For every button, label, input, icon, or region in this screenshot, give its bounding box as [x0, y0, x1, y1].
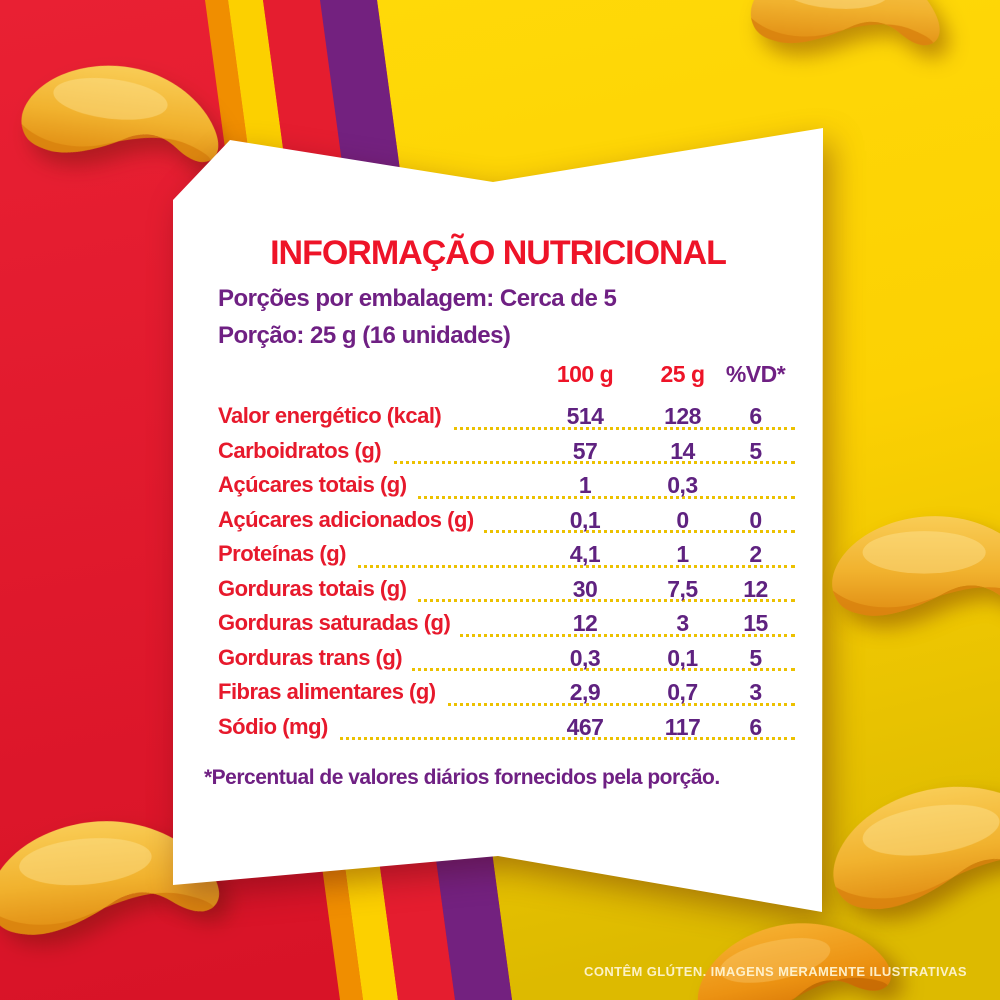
- row-label: Açúcares adicionados (g): [205, 502, 484, 537]
- value-25g: 0,7: [667, 679, 698, 705]
- value-25g: 0: [676, 506, 689, 533]
- value-25g: 1: [676, 541, 689, 567]
- value-vd: 2: [749, 541, 762, 567]
- row-label: Gorduras saturadas (g): [205, 606, 461, 641]
- row-label: Gorduras trans (g): [205, 640, 413, 675]
- table-row: Proteínas (g) 4,1 1 2: [205, 537, 795, 572]
- value-vd: 6: [749, 713, 762, 740]
- value-25g: 0,3: [667, 472, 698, 498]
- value-vd: 12: [743, 575, 768, 602]
- nutrition-table: Valor energético (kcal) 514 128 6 Carboi…: [205, 399, 795, 744]
- portion-size: Porção: 25 g (16 unidades): [218, 322, 511, 349]
- table-row: Sódio (mg) 467 117 6: [205, 709, 795, 744]
- row-label: Gorduras totais (g): [205, 571, 417, 606]
- value-25g: 7,5: [667, 575, 698, 602]
- row-label: Valor energético (kcal): [205, 399, 452, 434]
- value-100g: 57: [572, 437, 598, 464]
- table-row: Açúcares adicionados (g) 0,1 0 0: [205, 502, 795, 537]
- table-row: Gorduras trans (g) 0,3 0,1 5: [205, 640, 795, 675]
- value-100g: 0,3: [569, 644, 601, 671]
- value-100g: 30: [572, 575, 598, 602]
- row-label: Proteínas (g): [205, 537, 356, 572]
- value-100g: 4,1: [569, 541, 601, 567]
- value-100g: 12: [572, 610, 598, 636]
- nutrition-title: INFORMAÇÃO NUTRICIONAL: [270, 234, 727, 272]
- row-label: Carboidratos (g): [205, 433, 392, 468]
- value-25g: 3: [676, 610, 689, 636]
- value-100g: 2,9: [569, 679, 601, 705]
- table-row: Valor energético (kcal) 514 128 6: [205, 399, 795, 434]
- value-100g: 467: [566, 713, 604, 740]
- value-25g: 0,1: [667, 644, 698, 671]
- table-row: Carboidratos (g) 57 14 5: [205, 433, 795, 468]
- column-header-100g: 100 g: [556, 361, 614, 387]
- column-header-25g: 25 g: [660, 361, 705, 387]
- table-row: Gorduras saturadas (g) 12 3 15: [205, 606, 795, 641]
- row-label: Fibras alimentares (g): [205, 675, 446, 710]
- row-label: Sódio (mg): [205, 709, 338, 744]
- table-row: Açúcares totais (g) 1 0,3: [205, 468, 795, 503]
- value-vd: 6: [749, 403, 762, 429]
- table-header: 100 g 25 g %VD*: [205, 361, 795, 391]
- value-vd: 15: [743, 610, 768, 636]
- value-100g: 514: [566, 403, 604, 429]
- table-row: Gorduras totais (g) 30 7,5 12: [205, 571, 795, 606]
- value-vd: 0: [749, 506, 762, 533]
- value-25g: 117: [664, 713, 701, 740]
- column-header-vd: %VD*: [725, 361, 786, 387]
- gluten-disclaimer: CONTÊM GLÚTEN. IMAGENS MERAMENTE ILUSTRA…: [584, 964, 967, 979]
- value-100g: 0,1: [569, 506, 601, 533]
- value-vd: 3: [749, 679, 762, 705]
- value-100g: 1: [578, 472, 592, 498]
- row-label: Açúcares totais (g): [205, 468, 417, 503]
- value-25g: 14: [670, 437, 695, 464]
- table-row: Fibras alimentares (g) 2,9 0,7 3: [205, 675, 795, 710]
- daily-value-footnote: *Percentual de valores diários fornecido…: [204, 766, 720, 789]
- value-25g: 128: [664, 403, 701, 429]
- servings-per-package: Porções por embalagem: Cerca de 5: [218, 285, 617, 312]
- value-vd: 5: [749, 437, 762, 464]
- value-vd: 5: [749, 644, 762, 671]
